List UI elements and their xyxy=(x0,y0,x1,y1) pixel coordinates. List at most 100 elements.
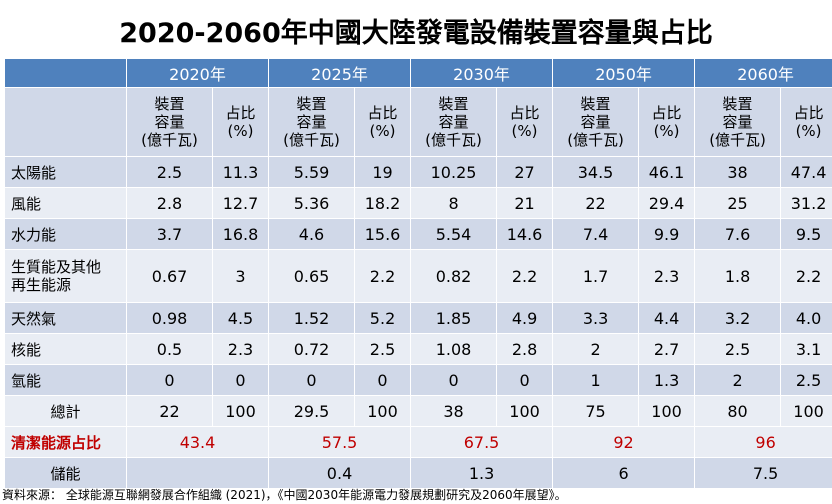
row-label: 生質能及其他 再生能源 xyxy=(4,249,127,303)
storage-cell: 6 xyxy=(552,457,696,489)
data-cell: 29.5 xyxy=(268,395,356,427)
table-row: 總計 22 100 29.5 100 38 100 75 100 80 100 xyxy=(4,395,832,427)
data-cell: 2.3 xyxy=(638,249,696,303)
year-header: 2030年 xyxy=(410,58,554,88)
data-cell: 2.5 xyxy=(354,333,412,365)
row-label: 氫能 xyxy=(4,364,127,396)
storage-row: 儲能 0.4 1.3 6 7.5 xyxy=(4,457,832,489)
sub-header-row: 裝置 容量 (億千瓦) 占比 (%) 裝置 容量 (億千瓦) 占比 (%) 裝置 容量 (億千瓦) 占比(… xyxy=(4,87,832,157)
data-cell: 2 xyxy=(694,364,782,396)
data-cell: 2.2 xyxy=(354,249,412,303)
data-cell: 5.2 xyxy=(354,302,412,334)
data-cell: 38 xyxy=(694,156,782,188)
year-header-row: 2020年 2025年 2030年 2050年 2060年 xyxy=(4,58,832,88)
data-cell: 3.1 xyxy=(780,333,832,365)
data-cell: 2.5 xyxy=(694,333,782,365)
data-cell: 14.6 xyxy=(496,218,554,250)
storage-cell: 0.4 xyxy=(268,457,412,489)
row-label: 太陽能 xyxy=(4,156,127,188)
data-cell: 31.2 xyxy=(780,187,832,219)
clean-share-cell: 57.5 xyxy=(268,426,412,458)
source-note: 資料來源： 全球能源互聯網發展合作組織 (2021)，《中國2030年能源電力發… xyxy=(2,488,567,502)
year-header: 2020年 xyxy=(125,58,270,88)
table-row: 太陽能 2.5 11.3 5.59 19 10.25 27 34.5 46.1 38 47.4 xyxy=(4,156,832,188)
data-cell: 5.36 xyxy=(268,187,356,219)
data-cell: 100 xyxy=(496,395,554,427)
data-cell: 4.9 xyxy=(496,302,554,334)
data-cell: 27 xyxy=(496,156,554,188)
data-cell: 34.5 xyxy=(552,156,640,188)
data-cell: 8 xyxy=(410,187,498,219)
data-cell: 1.7 xyxy=(552,249,640,303)
row-label: 水力能 xyxy=(4,218,127,250)
share-header: 占比 (%) xyxy=(354,87,412,157)
data-cell: 0 xyxy=(496,364,554,396)
capacity-table: 2020年 2025年 2030年 2050年 2060年 裝置 容量 (億千瓦) 占… xyxy=(4,58,832,489)
data-cell: 25 xyxy=(694,187,782,219)
share-header: 占比 (%) xyxy=(496,87,554,157)
table-row: 天然氣 0.98 4.5 1.52 5.2 1.85 4.9 3.3 4.4 3.2 4.0 xyxy=(4,302,832,334)
sub-header-corner xyxy=(4,87,127,157)
data-cell: 16.8 xyxy=(211,218,270,250)
data-cell: 100 xyxy=(638,395,696,427)
data-cell: 0.72 xyxy=(268,333,356,365)
data-cell: 5.59 xyxy=(268,156,356,188)
data-cell: 4.5 xyxy=(211,302,270,334)
data-cell: 2.8 xyxy=(496,333,554,365)
table-row: 氫能 0 0 0 0 0 0 1 1.3 2 2.5 xyxy=(4,364,832,396)
data-cell: 1.3 xyxy=(638,364,696,396)
clean-energy-share-row: 清潔能源占比 43.4 57.5 67.5 92 96 xyxy=(4,426,832,458)
row-label: 天然氣 xyxy=(4,302,127,334)
table-title: 2020-2060年中國大陸發電設備裝置容量與占比 xyxy=(119,18,713,49)
data-cell: 3.3 xyxy=(552,302,640,334)
data-cell: 46.1 xyxy=(638,156,696,188)
data-cell: 0 xyxy=(354,364,412,396)
table-row: 生質能及其他 再生能源 0.67 3 0.65 2.2 0.82 2.2 1.7 2.3 1.8 2.… xyxy=(4,249,832,303)
data-cell: 2.2 xyxy=(496,249,554,303)
data-cell: 100 xyxy=(354,395,412,427)
capacity-header: 裝置 容量 (億千瓦) xyxy=(126,87,213,157)
data-cell: 4.0 xyxy=(780,302,832,334)
data-cell: 2.5 xyxy=(126,156,213,188)
data-cell: 38 xyxy=(410,395,498,427)
year-header: 2050年 xyxy=(552,58,696,88)
clean-share-cell: 43.4 xyxy=(125,426,270,458)
share-header: 占比 (%) xyxy=(780,87,832,157)
data-cell: 2.3 xyxy=(211,333,270,365)
storage-cell: 1.3 xyxy=(410,457,554,489)
data-cell: 0 xyxy=(268,364,356,396)
data-cell: 80 xyxy=(694,395,782,427)
data-cell: 0.82 xyxy=(410,249,498,303)
data-cell: 47.4 xyxy=(780,156,832,188)
data-cell: 0 xyxy=(126,364,213,396)
share-header: 占比 (%) xyxy=(211,87,270,157)
row-label: 清潔能源占比 xyxy=(4,426,127,458)
data-cell: 1.52 xyxy=(268,302,356,334)
row-label: 儲能 xyxy=(4,457,127,489)
data-cell: 100 xyxy=(780,395,832,427)
capacity-header: 裝置 容量 (億千瓦) xyxy=(552,87,640,157)
data-cell: 0.98 xyxy=(126,302,213,334)
storage-cell: 7.5 xyxy=(694,457,832,489)
data-cell: 0.65 xyxy=(268,249,356,303)
data-cell: 1.8 xyxy=(694,249,782,303)
data-cell: 0 xyxy=(410,364,498,396)
capacity-header: 裝置 容量 (億千瓦) xyxy=(410,87,498,157)
data-cell: 0.5 xyxy=(126,333,213,365)
data-cell: 3.7 xyxy=(126,218,213,250)
data-cell: 22 xyxy=(126,395,213,427)
table-row: 風能 2.8 12.7 5.36 18.2 8 21 22 29.4 25 31.2 xyxy=(4,187,832,219)
data-cell: 2 xyxy=(552,333,640,365)
data-cell: 12.7 xyxy=(211,187,270,219)
data-cell: 3.2 xyxy=(694,302,782,334)
data-cell: 7.4 xyxy=(552,218,640,250)
data-cell: 2.5 xyxy=(780,364,832,396)
data-cell: 0.67 xyxy=(126,249,213,303)
data-cell: 1 xyxy=(552,364,640,396)
table-row: 水力能 3.7 16.8 4.6 15.6 5.54 14.6 7.4 9.9 7.6 9.5 xyxy=(4,218,832,250)
data-cell: 29.4 xyxy=(638,187,696,219)
data-cell: 3 xyxy=(211,249,270,303)
clean-share-cell: 67.5 xyxy=(410,426,554,458)
data-cell: 75 xyxy=(552,395,640,427)
data-cell: 7.6 xyxy=(694,218,782,250)
